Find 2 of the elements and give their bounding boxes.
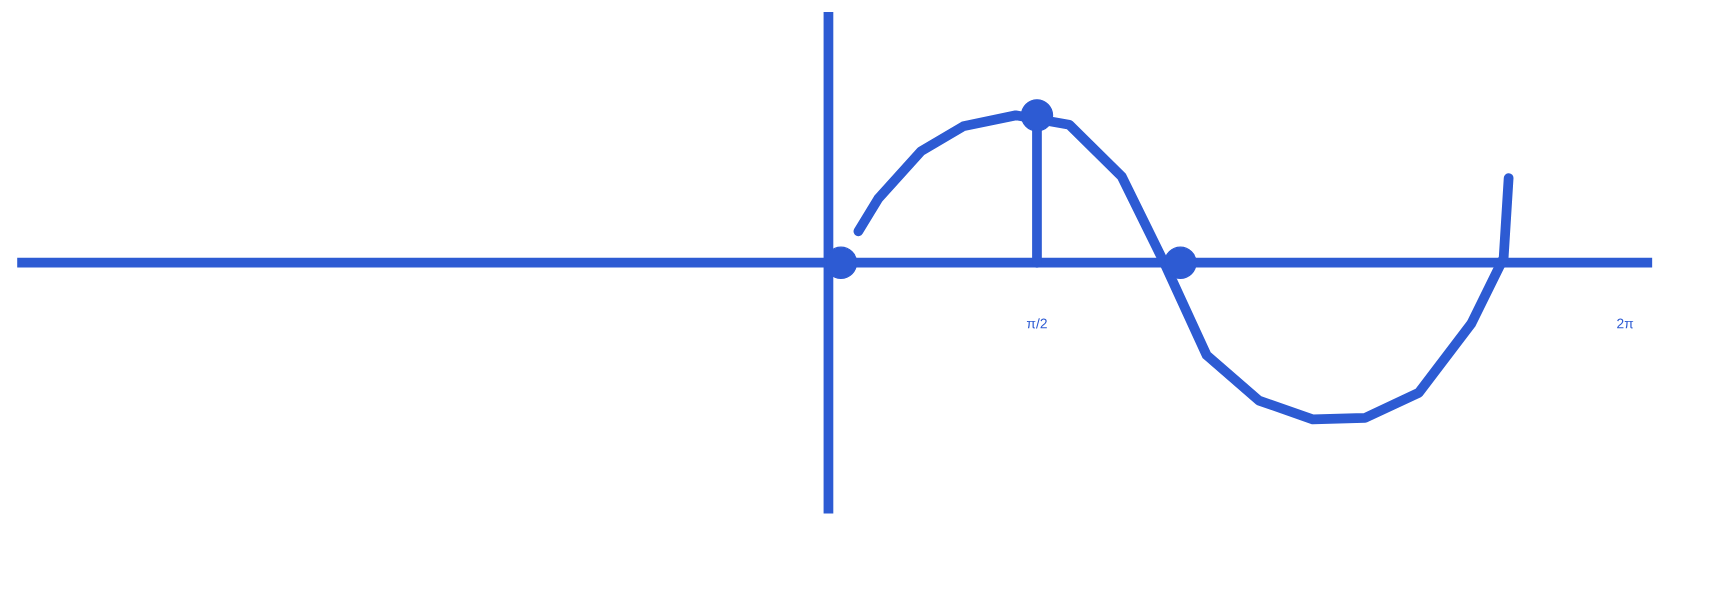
x-tick-label: 2π — [1617, 318, 1634, 329]
x-tick-label: π/2 — [1026, 318, 1047, 329]
